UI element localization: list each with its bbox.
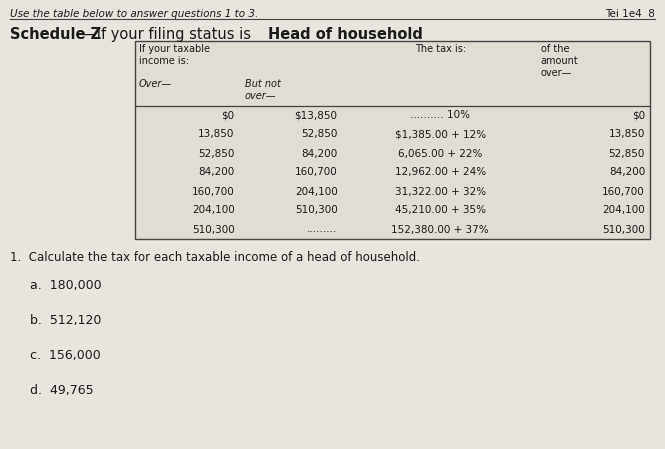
Text: $13,850: $13,850 bbox=[295, 110, 338, 120]
Text: $0: $0 bbox=[632, 110, 645, 120]
Text: 1.  Calculate the tax for each taxable income of a head of household.: 1. Calculate the tax for each taxable in… bbox=[10, 251, 420, 264]
Text: 6,065.00 + 22%: 6,065.00 + 22% bbox=[398, 149, 482, 158]
Text: Head of household: Head of household bbox=[268, 27, 423, 42]
Text: 52,850: 52,850 bbox=[301, 129, 338, 140]
Text: 510,300: 510,300 bbox=[192, 224, 235, 234]
Text: $1,385.00 + 12%: $1,385.00 + 12% bbox=[394, 129, 485, 140]
Text: 45,210.00 + 35%: 45,210.00 + 35% bbox=[394, 206, 485, 216]
Text: Tei 1e4  8: Tei 1e4 8 bbox=[605, 9, 655, 19]
Text: The tax is:: The tax is: bbox=[414, 44, 466, 54]
Text: 160,700: 160,700 bbox=[602, 186, 645, 197]
Text: 152,380.00 + 37%: 152,380.00 + 37% bbox=[391, 224, 489, 234]
Text: Use the table below to answer questions 1 to 3.: Use the table below to answer questions … bbox=[10, 9, 258, 19]
Text: income is:: income is: bbox=[139, 56, 189, 66]
Text: 204,100: 204,100 bbox=[295, 186, 338, 197]
Text: 84,200: 84,200 bbox=[608, 167, 645, 177]
Text: 52,850: 52,850 bbox=[608, 149, 645, 158]
Text: d.  49,765: d. 49,765 bbox=[30, 384, 94, 397]
Text: of the: of the bbox=[541, 44, 569, 54]
Text: over—: over— bbox=[541, 68, 572, 78]
Text: 13,850: 13,850 bbox=[198, 129, 235, 140]
Text: If your taxable: If your taxable bbox=[139, 44, 210, 54]
Text: —If your filing status is: —If your filing status is bbox=[82, 27, 255, 42]
Text: But not: But not bbox=[245, 79, 281, 89]
Text: Schedule Z: Schedule Z bbox=[10, 27, 101, 42]
Text: amount: amount bbox=[541, 56, 579, 66]
Text: 204,100: 204,100 bbox=[192, 206, 235, 216]
Text: 510,300: 510,300 bbox=[295, 206, 338, 216]
Text: $0: $0 bbox=[221, 110, 235, 120]
Text: 12,962.00 + 24%: 12,962.00 + 24% bbox=[394, 167, 485, 177]
Text: b.  512,120: b. 512,120 bbox=[30, 314, 101, 327]
Text: a.  180,000: a. 180,000 bbox=[30, 279, 102, 292]
Text: 160,700: 160,700 bbox=[192, 186, 235, 197]
Text: 84,200: 84,200 bbox=[301, 149, 338, 158]
Text: 13,850: 13,850 bbox=[608, 129, 645, 140]
Text: 160,700: 160,700 bbox=[295, 167, 338, 177]
Text: 52,850: 52,850 bbox=[198, 149, 235, 158]
Text: Over—: Over— bbox=[139, 79, 172, 89]
Text: over—: over— bbox=[245, 91, 276, 101]
Text: 31,322.00 + 32%: 31,322.00 + 32% bbox=[394, 186, 485, 197]
Text: 204,100: 204,100 bbox=[602, 206, 645, 216]
Text: 510,300: 510,300 bbox=[602, 224, 645, 234]
Text: .........: ......... bbox=[307, 224, 338, 234]
Text: 84,200: 84,200 bbox=[198, 167, 235, 177]
Bar bbox=[135, 41, 650, 239]
Text: .......... 10%: .......... 10% bbox=[410, 110, 470, 120]
Text: c.  156,000: c. 156,000 bbox=[30, 349, 101, 362]
